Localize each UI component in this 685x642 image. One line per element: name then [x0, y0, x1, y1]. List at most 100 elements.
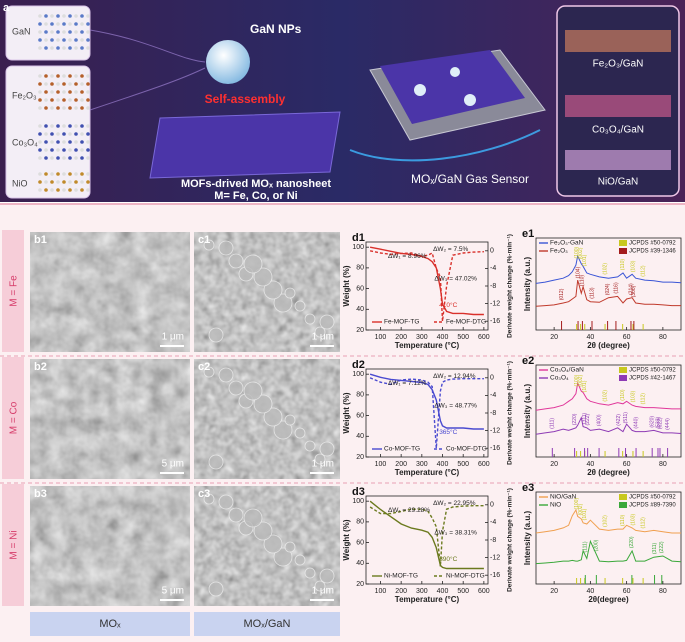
peak-label: (400): [596, 414, 602, 426]
y2-axis-label: Derivate weight change (%·min⁻¹): [507, 234, 514, 338]
scale-label: 1 μm: [312, 332, 334, 343]
y2-axis-label: Derivate weight change (%·min⁻¹): [507, 361, 514, 465]
scale-label: 1 μm: [312, 586, 334, 597]
atom: [86, 132, 90, 136]
panel-label: e3: [522, 482, 534, 494]
legend-label: Ni-MOF-DTG: [446, 573, 485, 580]
atom: [80, 132, 84, 136]
atom: [38, 46, 42, 50]
particle: [203, 239, 215, 251]
y-axis-label: Weight (%): [342, 265, 351, 307]
legend-label: Fe-MOF-TG: [384, 319, 419, 326]
atom: [86, 140, 90, 144]
peak-label: (110): [620, 515, 626, 527]
y-tick-label: 60: [356, 285, 364, 292]
x-tick-label: 500: [457, 461, 469, 468]
particle: [263, 534, 283, 554]
atom: [80, 98, 84, 102]
panel-label: c1: [198, 234, 210, 246]
y2-tick-label: -4: [490, 265, 496, 272]
atom: [44, 38, 48, 42]
atom: [62, 46, 66, 50]
atom: [86, 106, 90, 110]
atom: [68, 98, 72, 102]
y2-tick-label: -12: [490, 300, 500, 307]
atom: [50, 74, 54, 78]
peak-label: (620): [650, 416, 656, 428]
legend-label: Co-MOF-TG: [384, 446, 420, 453]
particle: [243, 254, 263, 274]
annotation: ΔW₁ = 8.96%: [388, 253, 427, 260]
atom: [74, 140, 78, 144]
particle: [243, 381, 263, 401]
atom: [80, 148, 84, 152]
peak-label: (103): [630, 260, 636, 272]
atom: [38, 38, 42, 42]
x-tick-label: 300: [416, 334, 428, 341]
crystal-box: [5, 5, 91, 61]
peak-label: (113): [589, 287, 595, 299]
y-axis-label: Weight (%): [342, 519, 351, 561]
nanosheet: [149, 111, 341, 179]
atom: [50, 22, 54, 26]
nanoparticle: [206, 40, 250, 84]
atom: [56, 74, 60, 78]
peak-label: (002): [578, 375, 584, 387]
atom: [38, 82, 42, 86]
atom: [74, 30, 78, 34]
series-line: [369, 373, 484, 430]
atom: [62, 30, 66, 34]
x-tick-label: 300: [416, 588, 428, 595]
peak-label: (100): [574, 374, 580, 386]
scale-label: 5 μm: [162, 586, 184, 597]
legend-label: Co₃O₄/GaN: [550, 367, 584, 374]
y-tick-label: 80: [356, 265, 364, 272]
atom: [80, 156, 84, 160]
atom: [44, 140, 48, 144]
annotation: ΔW₃ = 48.77%: [434, 403, 477, 410]
atom: [74, 90, 78, 94]
atom: [56, 156, 60, 160]
particle: [273, 420, 293, 440]
atom: [50, 148, 54, 152]
x-tick-label: 100: [375, 461, 387, 468]
atom: [80, 46, 84, 50]
particle: [253, 394, 273, 414]
scale-label: 5 μm: [162, 459, 184, 470]
atom: [38, 14, 42, 18]
atom: [68, 38, 72, 42]
y-tick-label: 100: [352, 371, 364, 378]
atom: [86, 98, 90, 102]
particle: [464, 94, 476, 106]
plot-frame: [535, 491, 682, 585]
atom: [74, 180, 78, 184]
peak-label: (622): [657, 417, 663, 429]
atom: [50, 46, 54, 50]
atom: [80, 124, 84, 128]
atom: [68, 30, 72, 34]
series-line: [369, 250, 484, 322]
panel-label: c3: [198, 488, 210, 500]
legend-label: Fe₂O₃: [550, 248, 568, 255]
atom: [56, 82, 60, 86]
peak-label: (116): [613, 282, 619, 294]
atom: [86, 172, 90, 176]
atom: [44, 132, 48, 136]
atom: [86, 46, 90, 50]
y-tick-label: 20: [356, 581, 364, 588]
series-line: [535, 381, 681, 411]
series-line: [535, 416, 682, 435]
atom: [56, 148, 60, 152]
series-line: [369, 500, 484, 570]
y-axis-label: Intensity (a.u.): [523, 257, 532, 312]
atom: [56, 106, 60, 110]
y2-tick-label: -12: [490, 554, 500, 561]
atom: [86, 124, 90, 128]
particle: [203, 493, 215, 505]
atom: [56, 172, 60, 176]
peak-label: (024): [605, 283, 611, 295]
atom: [62, 106, 66, 110]
scale-label: 1 μm: [162, 332, 184, 343]
peak-label: (112): [640, 265, 646, 277]
plot-frame: [535, 364, 682, 458]
